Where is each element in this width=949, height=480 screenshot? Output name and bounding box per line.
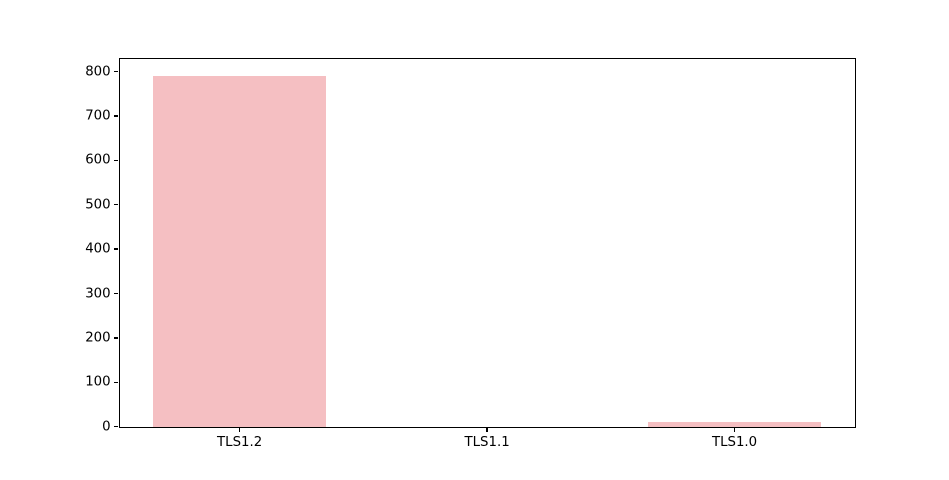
y-axis-tick-label: 100: [85, 374, 111, 390]
y-axis-tick-label: 200: [85, 330, 111, 346]
y-axis-tick-mark: [114, 115, 119, 117]
y-axis-tick-mark: [114, 71, 119, 73]
y-axis-tick-label: 700: [85, 108, 111, 124]
y-axis-tick-mark: [114, 292, 119, 295]
y-axis-tick-mark: [114, 204, 119, 206]
y-axis-tick-label: 500: [85, 197, 111, 213]
x-axis-tick-mark: [486, 427, 488, 432]
x-axis-tick-label: TLS1.2: [217, 434, 263, 450]
y-axis-tick-label: 0: [102, 418, 111, 434]
x-axis-tick-label: TLS1.1: [464, 434, 510, 450]
y-axis-tick-mark: [114, 248, 119, 250]
bar-tls1-2: [153, 76, 327, 427]
x-axis-tick-mark: [733, 427, 736, 432]
y-axis-tick-mark: [114, 159, 119, 162]
y-axis-tick-label: 800: [85, 64, 111, 80]
y-axis-tick-mark: [114, 337, 119, 339]
y-axis-tick-mark: [114, 425, 119, 428]
y-axis-tick-label: 400: [85, 241, 111, 257]
y-axis-tick-label: 600: [85, 152, 111, 168]
bar-tls1-0: [647, 422, 822, 427]
x-axis-tick-mark: [238, 427, 241, 432]
plot-area: 0 100 200 300 400 500 600 700 800 TLS1.2 TLS1.1 TLS…: [85, 57, 856, 449]
y-axis-tick-mark: [114, 381, 119, 383]
y-axis-tick-label: 300: [85, 285, 111, 301]
x-axis-tick-label: TLS1.0: [712, 434, 758, 450]
